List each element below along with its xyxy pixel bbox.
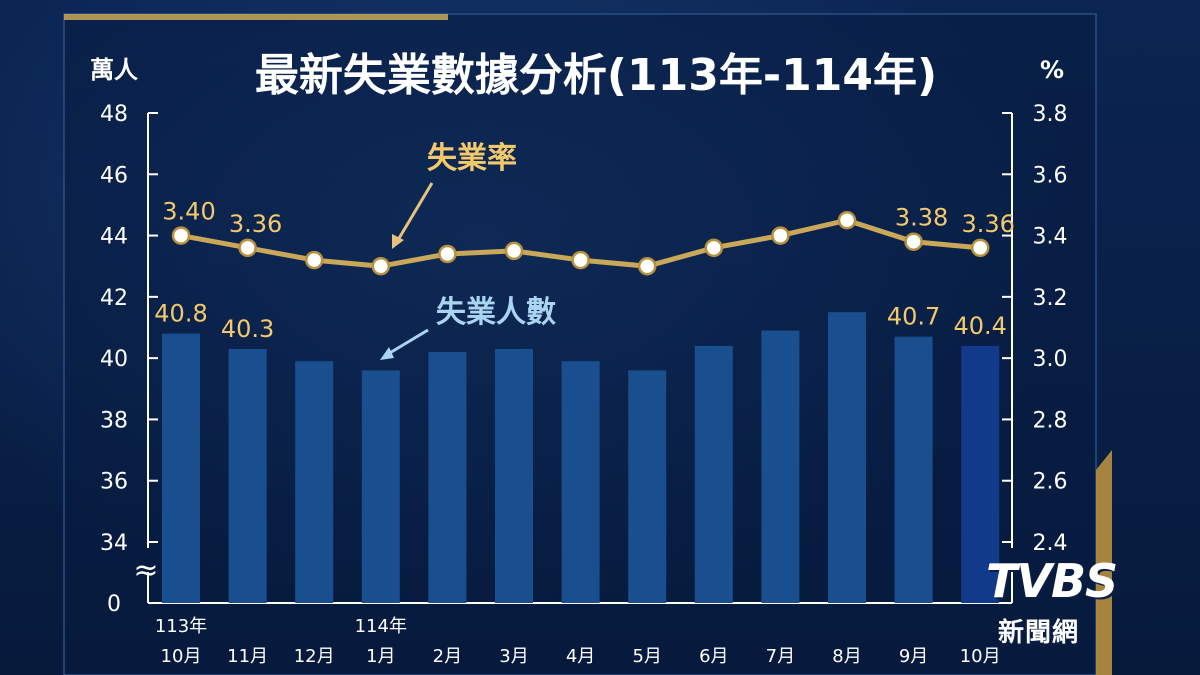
bar-value-label: 40.7 [887, 303, 940, 331]
bar-value-labels: 40.8 40.3 40.7 40.4 [154, 300, 1007, 343]
left-tick-labels: 48 46 44 42 40 38 36 34 [100, 102, 158, 556]
bar [495, 348, 533, 603]
line-point [171, 226, 191, 245]
bar [894, 336, 933, 603]
x-tick-year-label: 114年 [355, 616, 407, 637]
line-point [438, 244, 457, 264]
right-tick-labels: 3.8 3.6 3.4 3.2 3.0 2.8 2.6 2.4 [1002, 102, 1068, 556]
line-point [837, 211, 857, 230]
x-tick-month-label: 2月 [433, 646, 462, 667]
x-tick-month-label: 8月 [832, 646, 861, 667]
bar-value-label: 40.4 [953, 312, 1006, 340]
right-tick-label: 3.8 [1033, 102, 1068, 127]
left-unit-label: 萬人 [90, 56, 138, 84]
bar [428, 352, 467, 603]
line-series [171, 211, 990, 276]
bar [162, 333, 200, 603]
bar-series-callout: 失業人數 [436, 295, 556, 330]
x-tick-month-label: 3月 [499, 646, 528, 667]
left-tick-label: 38 [100, 408, 128, 433]
bar-callout-arrow [380, 328, 429, 360]
bar [561, 361, 600, 603]
left-tick-label: 40 [100, 347, 128, 372]
bar [295, 361, 334, 603]
bar [828, 312, 866, 603]
bar-value-label: 40.3 [221, 315, 274, 343]
bar [761, 330, 800, 603]
axis-break-symbol: ≈ [133, 553, 158, 588]
x-tick-labels: 113年 10月 11月 12月 114年 1月 2月 3月 4月 5月 6月 7月 8月 9月 10月 [155, 616, 1001, 667]
logo-wordmark: TVBS [986, 554, 1118, 608]
x-tick-month-label: 10月 [960, 646, 1001, 667]
x-tick-month-label: 9月 [899, 646, 928, 667]
left-tick-label: 42 [100, 286, 128, 311]
bar [228, 348, 267, 603]
x-tick-month-label: 6月 [699, 646, 728, 667]
x-tick-month-label: 7月 [766, 646, 795, 667]
x-tick-month-label: 1月 [366, 646, 395, 667]
left-tick-label: 36 [100, 470, 128, 495]
line-value-label: 3.40 [162, 198, 215, 226]
tvbs-logo: TVBS 新聞網 [986, 548, 1176, 658]
right-tick-label: 3.4 [1033, 225, 1068, 250]
bar-value-label: 40.8 [154, 300, 207, 328]
bar [961, 345, 1000, 603]
line-series-callout: 失業率 [427, 141, 517, 176]
line-point [637, 256, 657, 276]
x-tick-month-label: 11月 [227, 646, 268, 667]
line-value-labels: 3.40 3.36 3.38 3.36 [162, 198, 1015, 238]
right-tick-label: 2.4 [1033, 531, 1068, 556]
logo-subtitle: 新聞網 [998, 618, 1080, 648]
left-zero-label: 0 [107, 592, 121, 617]
line-point [238, 238, 257, 258]
x-tick-month-label: 12月 [294, 646, 335, 667]
line-point [704, 238, 724, 258]
line-point [304, 250, 324, 270]
line-value-label: 3.36 [961, 210, 1014, 238]
right-tick-label: 3.0 [1033, 347, 1068, 372]
x-tick-month-label: 5月 [632, 646, 661, 667]
left-tick-label: 34 [100, 531, 128, 556]
right-tick-label: 2.6 [1033, 470, 1068, 495]
line-callout-arrow [392, 182, 434, 249]
bar [694, 345, 733, 603]
left-tick-label: 48 [100, 102, 128, 127]
left-tick-label: 46 [100, 163, 128, 188]
x-tick-month-label: 10月 [161, 646, 202, 667]
line-point [970, 238, 990, 258]
line-point [371, 256, 391, 276]
bar [361, 370, 400, 603]
right-tick-label: 3.2 [1033, 286, 1068, 311]
line-point [504, 241, 524, 261]
bar [628, 370, 667, 603]
x-tick-month-label: 4月 [566, 646, 595, 667]
line-point [771, 226, 790, 245]
chart-title: 最新失業數據分析(113年-114年) [255, 50, 937, 101]
right-unit-label: % [1040, 56, 1064, 84]
right-tick-label: 2.8 [1033, 408, 1068, 433]
right-tick-label: 3.6 [1033, 163, 1068, 188]
line-point [904, 232, 923, 251]
line-point [571, 250, 590, 270]
bar-series [162, 312, 1000, 603]
left-tick-label: 44 [100, 225, 128, 250]
x-tick-year-label: 113年 [155, 616, 207, 637]
line-value-label: 3.38 [895, 204, 948, 232]
line-value-label: 3.36 [229, 210, 282, 238]
